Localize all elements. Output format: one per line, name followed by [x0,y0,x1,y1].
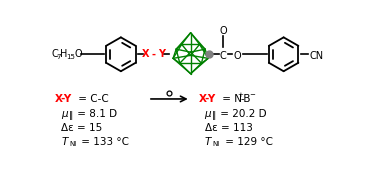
Text: T: T [204,137,211,147]
Text: -: - [152,49,155,59]
Text: = 20.2 D: = 20.2 D [217,109,266,119]
Text: 15: 15 [67,54,76,60]
Text: = 133 °C: = 133 °C [78,137,129,147]
Text: Δε = 113: Δε = 113 [204,123,253,133]
Text: H: H [60,49,68,59]
Text: O: O [233,51,241,61]
Text: ‖: ‖ [212,111,217,120]
Text: = 129 °C: = 129 °C [222,137,273,147]
Text: O: O [219,26,227,36]
Text: CN: CN [310,51,324,61]
Text: NI: NI [212,141,220,147]
Text: Δε = 15: Δε = 15 [61,123,102,133]
Text: O: O [74,49,82,59]
Text: ‖: ‖ [69,111,73,120]
Text: C: C [51,49,58,59]
Text: μ: μ [61,109,68,119]
Text: −: − [249,92,256,98]
Text: X-Y: X-Y [55,94,72,104]
Text: Y: Y [158,49,165,59]
Text: 7: 7 [57,54,61,60]
Text: μ: μ [204,109,211,119]
Text: X: X [142,49,149,59]
Text: = C-C: = C-C [75,94,109,104]
Text: = N: = N [218,94,242,104]
Text: +: + [237,92,243,98]
Text: T: T [61,137,68,147]
Text: NI: NI [69,141,76,147]
Text: = 8.1 D: = 8.1 D [74,109,117,119]
Text: C: C [220,51,226,61]
Text: -B: -B [240,94,251,104]
Text: X-Y: X-Y [198,94,215,104]
